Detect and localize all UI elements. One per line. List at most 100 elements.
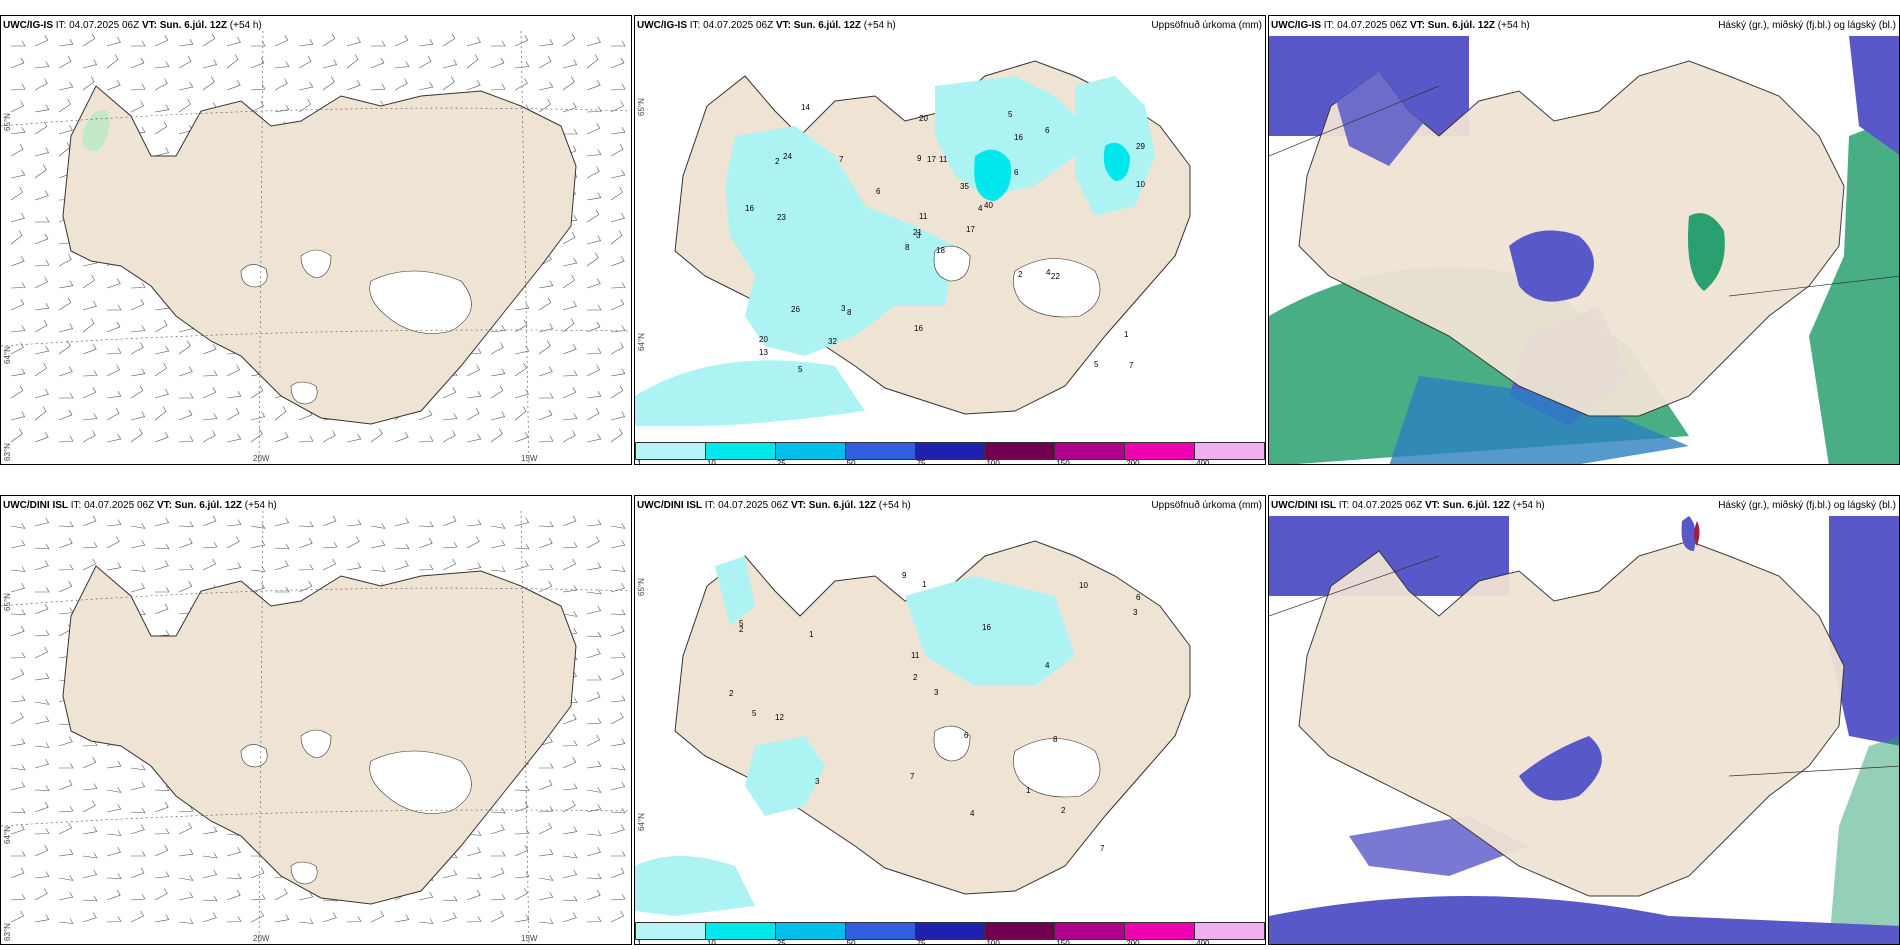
wind-barb [10,609,26,615]
wind-barb [610,299,625,311]
wind-barb [202,852,218,859]
wind-barb [10,385,24,399]
precip-value: 6 [1136,593,1141,602]
wind-barb [442,76,455,91]
legend-label: 1 [637,939,642,945]
precip-value: 1 [1124,330,1129,339]
wind-barb [130,539,146,549]
wind-barb [82,541,98,549]
wind-barb [155,586,170,593]
wind-barb [274,61,290,69]
legend-label: 200 [1126,939,1140,945]
wind-barb [106,830,122,836]
wind-barb [490,910,505,923]
wind-barb [58,55,72,69]
wind-barb [442,558,457,571]
wind-barb [298,435,314,443]
lat-label: 65°N [3,113,12,131]
wind-barb [106,787,122,793]
wind-barb [178,409,193,421]
wind-barb [154,388,169,399]
cloud-map-dini [1269,516,1899,944]
wind-barb [298,81,314,91]
wind-barb [106,347,122,355]
wind-barb [442,59,458,69]
wind-barb [491,40,506,47]
wind-barb [610,187,624,201]
wind-barb [394,517,410,527]
wind-barb [562,852,578,859]
wind-barb [82,757,97,769]
wind-barb [346,80,361,91]
wind-barb [562,912,577,923]
wind-barb [34,758,49,769]
wind-barb [610,169,626,179]
wind-barb [490,342,504,355]
legend-label: 75 [916,939,926,945]
wind-barb [322,541,338,549]
wind-barb [610,100,625,113]
wind-barb [418,918,434,924]
it-value: 04.07.2025 06Z [69,20,140,31]
wind-barb [538,564,554,571]
wind-barb [82,515,97,527]
wind-barb [34,363,48,377]
wind-barb [34,302,50,311]
wind-barb [322,515,337,527]
wind-barb [106,321,121,333]
rain-area-center [905,576,1075,686]
wind-barb [202,895,218,902]
wind-barb [10,368,26,377]
wind-barb [442,387,457,399]
lat-label: 65°N [637,98,646,116]
legend-swatch: 1 [635,922,706,944]
wind-barb [250,582,265,593]
vt-value: Sun. 6.júl. 12Z [159,20,227,31]
wind-barb [562,318,575,333]
wind-barb [538,280,554,289]
wind-barb [250,57,265,69]
wind-barb [586,830,602,836]
wind-barb [10,764,26,771]
wind-barb [226,536,240,549]
wind-barb [370,523,386,529]
wind-barb [58,805,74,813]
lat-label: 64°N [637,813,646,831]
wind-barb [490,824,505,835]
wind-barb [58,366,73,377]
wind-barb [202,413,218,421]
legend-swatch: 200 [1125,442,1196,464]
wind-barb [10,626,25,637]
wind-barb [154,543,170,550]
wind-barb [106,278,121,289]
wind-barb [10,187,24,201]
panel-header: UWC/IG-IS IT: 04.07.2025 06Z VT: Sun. 6.… [1271,20,1530,31]
wind-barb [610,566,626,572]
legend-swatch: 400 [1195,442,1265,464]
wind-barb [226,916,242,923]
precip-value: 3 [916,231,921,240]
wind-barb [10,910,25,923]
glacier-4 [290,861,318,885]
wind-barb [82,895,98,902]
wind-barb [178,55,192,69]
wind-barb [178,918,194,924]
wind-barb [82,413,98,421]
wind-barb [82,387,97,399]
wind-barb [154,104,170,113]
wind-barb [226,519,242,527]
wind-barb [610,83,626,91]
wind-barb [298,55,312,69]
wind-barb [58,38,74,47]
legend-label: 50 [846,939,856,945]
wind-barb [10,212,25,223]
wind-barb [586,890,601,901]
it-label: IT: [1338,500,1350,511]
wind-barb [10,738,26,747]
panel-title: Háský (gr.), miðský (fj.bl.) og lágský (… [1718,500,1896,511]
cloud-map-igis [1269,36,1899,464]
precip-value: 2 [913,673,918,682]
wind-barb [490,566,506,572]
wind-barb [586,106,602,113]
wind-barb [58,340,71,355]
